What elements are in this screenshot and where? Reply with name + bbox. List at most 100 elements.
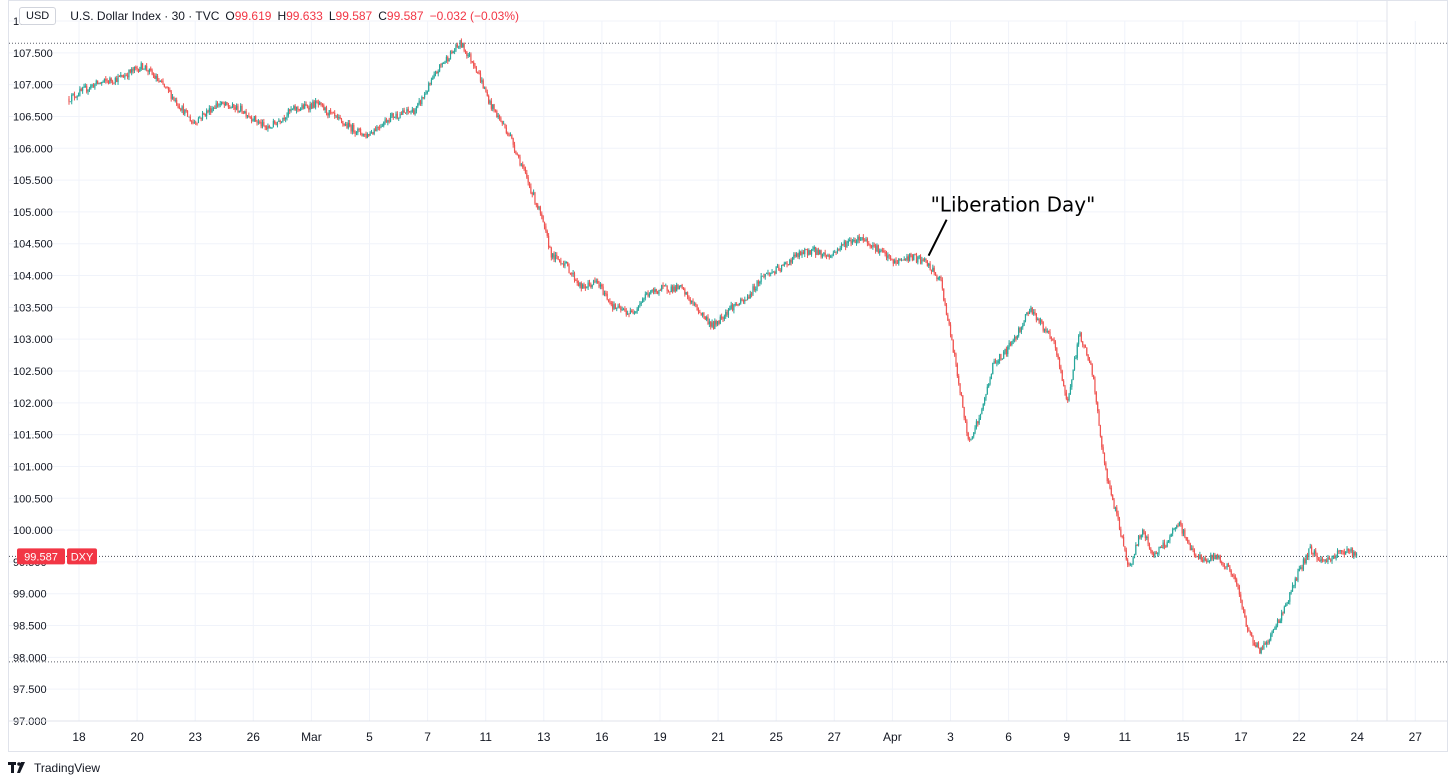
- candle-body: [911, 255, 913, 261]
- candle-body: [925, 258, 927, 261]
- candle-body: [1191, 548, 1193, 551]
- candle-body: [1158, 547, 1160, 554]
- candle-body: [125, 75, 127, 77]
- close-value: 99.587: [386, 9, 424, 23]
- candle-body: [538, 207, 540, 209]
- candle-body: [994, 361, 997, 364]
- candle-body: [816, 249, 818, 255]
- candle-body: [1041, 319, 1043, 322]
- symbol-title[interactable]: U.S. Dollar Index · 30 · TVC: [70, 9, 220, 23]
- candle-body: [381, 125, 383, 127]
- chart-frame[interactable]: 97.00097.50098.00098.50099.00099.500100.…: [8, 0, 1448, 752]
- candle-body: [208, 108, 210, 112]
- candle-body: [580, 282, 582, 289]
- candle-body: [214, 108, 216, 109]
- candle-body: [1234, 576, 1236, 580]
- candle-body: [298, 109, 300, 111]
- candle-body: [152, 74, 155, 76]
- candle-body: [646, 293, 648, 295]
- candle-body: [1346, 548, 1348, 552]
- candle-body: [960, 392, 963, 396]
- candle-body: [584, 286, 586, 289]
- candle-body: [368, 133, 370, 136]
- candle-body: [458, 46, 460, 48]
- candle-body: [997, 360, 999, 363]
- candle-body: [1083, 344, 1085, 346]
- candle-body: [1097, 402, 1099, 411]
- candle-body: [512, 138, 514, 145]
- candle-body: [804, 249, 806, 255]
- candle-body: [505, 127, 507, 134]
- candle-body: [1165, 546, 1167, 548]
- candle-body: [339, 117, 341, 119]
- candle-body: [734, 304, 736, 305]
- candle-body: [610, 302, 612, 305]
- candle-body: [993, 361, 995, 363]
- candle-body: [677, 284, 679, 290]
- candle-body: [290, 109, 292, 111]
- candle-body: [191, 121, 193, 123]
- candle-body: [1131, 563, 1133, 565]
- candle-body: [1245, 617, 1247, 627]
- candle-body: [1189, 543, 1191, 551]
- candle-body: [388, 120, 390, 122]
- candle-body: [90, 85, 92, 89]
- candle-body: [631, 310, 633, 312]
- candle-body: [853, 239, 855, 242]
- candle-body: [489, 101, 491, 104]
- candle-body: [766, 273, 768, 274]
- candle-body: [174, 99, 176, 101]
- candle-body: [706, 317, 708, 320]
- candle-body: [497, 115, 499, 118]
- candle-body: [1339, 550, 1341, 552]
- candle-body: [361, 133, 363, 136]
- candle-body: [1112, 494, 1114, 500]
- candle-body: [83, 86, 85, 88]
- candle-body: [561, 263, 563, 265]
- candle-body: [557, 256, 559, 260]
- candle-body: [787, 264, 789, 266]
- candle-body: [832, 252, 834, 256]
- candle-body: [1084, 345, 1087, 348]
- candle-body: [1039, 319, 1042, 323]
- candle-body: [1024, 314, 1027, 322]
- tradingview-brand[interactable]: TradingView: [34, 761, 101, 775]
- candle-body: [414, 110, 416, 115]
- candle-body: [86, 86, 88, 92]
- candle-body: [1143, 530, 1145, 533]
- candle-body: [528, 182, 531, 187]
- candle-body: [760, 275, 762, 282]
- candle-body: [780, 264, 783, 271]
- candlestick-chart[interactable]: 97.00097.50098.00098.50099.00099.500100.…: [9, 1, 1447, 751]
- candle-body: [1328, 557, 1330, 560]
- candle-body: [830, 256, 832, 258]
- candle-body: [842, 243, 844, 245]
- candle-body: [193, 122, 195, 124]
- candle-body: [1078, 336, 1080, 345]
- currency-button[interactable]: USD: [19, 7, 57, 25]
- candle-body: [189, 116, 191, 122]
- candle-body: [917, 257, 919, 263]
- candle-body: [518, 154, 520, 157]
- candle-body: [846, 243, 848, 248]
- candle-body: [755, 289, 757, 291]
- candle-body: [1128, 564, 1130, 566]
- candle-body: [815, 247, 817, 255]
- candle-body: [263, 122, 265, 126]
- candle-body: [132, 69, 134, 71]
- candle-body: [357, 128, 359, 133]
- candle-body: [95, 80, 97, 84]
- candle-body: [122, 77, 125, 78]
- candle-body: [1087, 354, 1089, 361]
- candle-body: [872, 245, 874, 248]
- candle-body: [267, 125, 269, 130]
- grid-lines: [9, 20, 1416, 722]
- candle-body: [959, 383, 961, 393]
- candle-body: [225, 102, 227, 106]
- last-price-tag: 99.587 DXY: [17, 548, 97, 565]
- time-tick-label: 18: [72, 730, 86, 744]
- candle-body: [354, 131, 356, 134]
- candle-body: [148, 68, 150, 73]
- candle-body: [259, 121, 261, 123]
- candle-body: [309, 104, 311, 110]
